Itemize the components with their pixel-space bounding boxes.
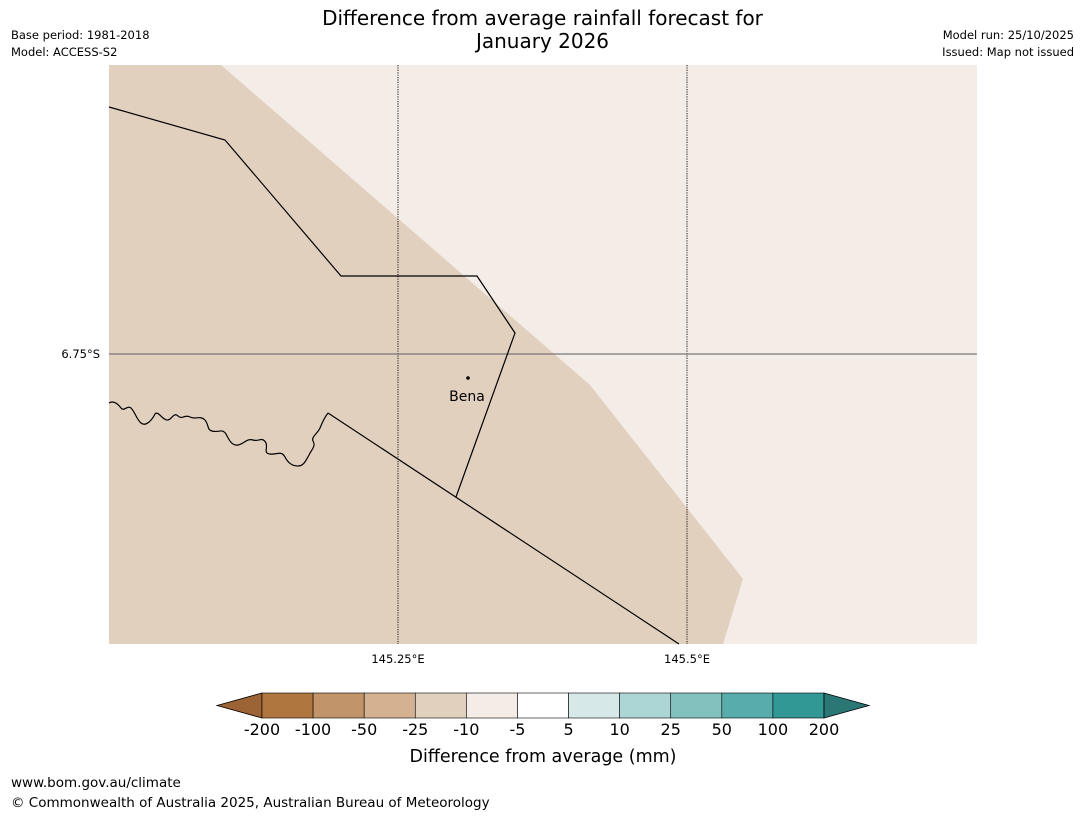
footer-copyright: © Commonwealth of Australia 2025, Austra… bbox=[11, 795, 490, 811]
base-period: Base period: 1981-2018 bbox=[11, 28, 150, 42]
title-line-2: January 2026 bbox=[475, 29, 610, 53]
lon-tick-label-145-25: 145.25°E bbox=[371, 652, 424, 666]
issued-status: Issued: Map not issued bbox=[942, 45, 1074, 59]
colorbar-tick-label: -5 bbox=[509, 720, 525, 739]
province-boundary bbox=[108, 106, 516, 498]
colorbar-segment bbox=[721, 692, 774, 719]
model-name: Model: ACCESS-S2 bbox=[11, 45, 118, 59]
bena-marker bbox=[466, 376, 470, 380]
map-panel: Bena bbox=[108, 65, 977, 645]
meta-left: Base period: 1981-2018 Model: ACCESS-S2 bbox=[11, 27, 150, 61]
model-run: Model run: 25/10/2025 bbox=[942, 28, 1074, 42]
colorbar-segment bbox=[261, 692, 314, 719]
map-title: Difference from average rainfall forecas… bbox=[0, 7, 1085, 53]
colorbar-segment bbox=[619, 692, 672, 719]
footer-url[interactable]: www.bom.gov.au/climate bbox=[11, 775, 181, 791]
colorbar-tick-label: -100 bbox=[295, 720, 331, 739]
colorbar-tick-label: 10 bbox=[609, 720, 629, 739]
province-boundary-south bbox=[327, 412, 680, 645]
colorbar-tick-label: 5 bbox=[563, 720, 573, 739]
colorbar-segment bbox=[312, 692, 365, 719]
colorbar-segment bbox=[670, 692, 723, 719]
colorbar-segment bbox=[363, 692, 416, 719]
coastline bbox=[108, 401, 329, 467]
colorbar-tick-label: 50 bbox=[712, 720, 732, 739]
colorbar-segment bbox=[466, 692, 518, 719]
colorbar-title: Difference from average (mm) bbox=[409, 747, 676, 767]
colorbar-tick-label: 200 bbox=[809, 720, 840, 739]
colorbar-segment bbox=[568, 692, 620, 719]
colorbar-segment bbox=[414, 692, 467, 719]
lat-tick-label: 6.75°S bbox=[61, 347, 100, 361]
title-line-1: Difference from average rainfall forecas… bbox=[322, 6, 763, 30]
lon-tick-label-145-5: 145.5°E bbox=[664, 652, 710, 666]
colorbar-tick-label: 100 bbox=[758, 720, 789, 739]
colorbar: -200 -100 -50 -25 -10 -5 5 10 25 50 100 200 bbox=[215, 692, 871, 739]
colorbar-tick-label: 25 bbox=[661, 720, 681, 739]
colorbar-extend-low bbox=[215, 692, 263, 719]
bena-label: Bena bbox=[449, 389, 485, 405]
colorbar-tick-label: -25 bbox=[402, 720, 428, 739]
colorbar-tick-label: -10 bbox=[453, 720, 479, 739]
colorbar-segment bbox=[772, 692, 825, 719]
colorbar-tick-label: -200 bbox=[244, 720, 280, 739]
colorbar-tick-label: -50 bbox=[351, 720, 377, 739]
colorbar-segment bbox=[517, 692, 569, 719]
colorbar-extend-high bbox=[823, 692, 871, 719]
meta-right: Model run: 25/10/2025 Issued: Map not is… bbox=[942, 27, 1074, 61]
